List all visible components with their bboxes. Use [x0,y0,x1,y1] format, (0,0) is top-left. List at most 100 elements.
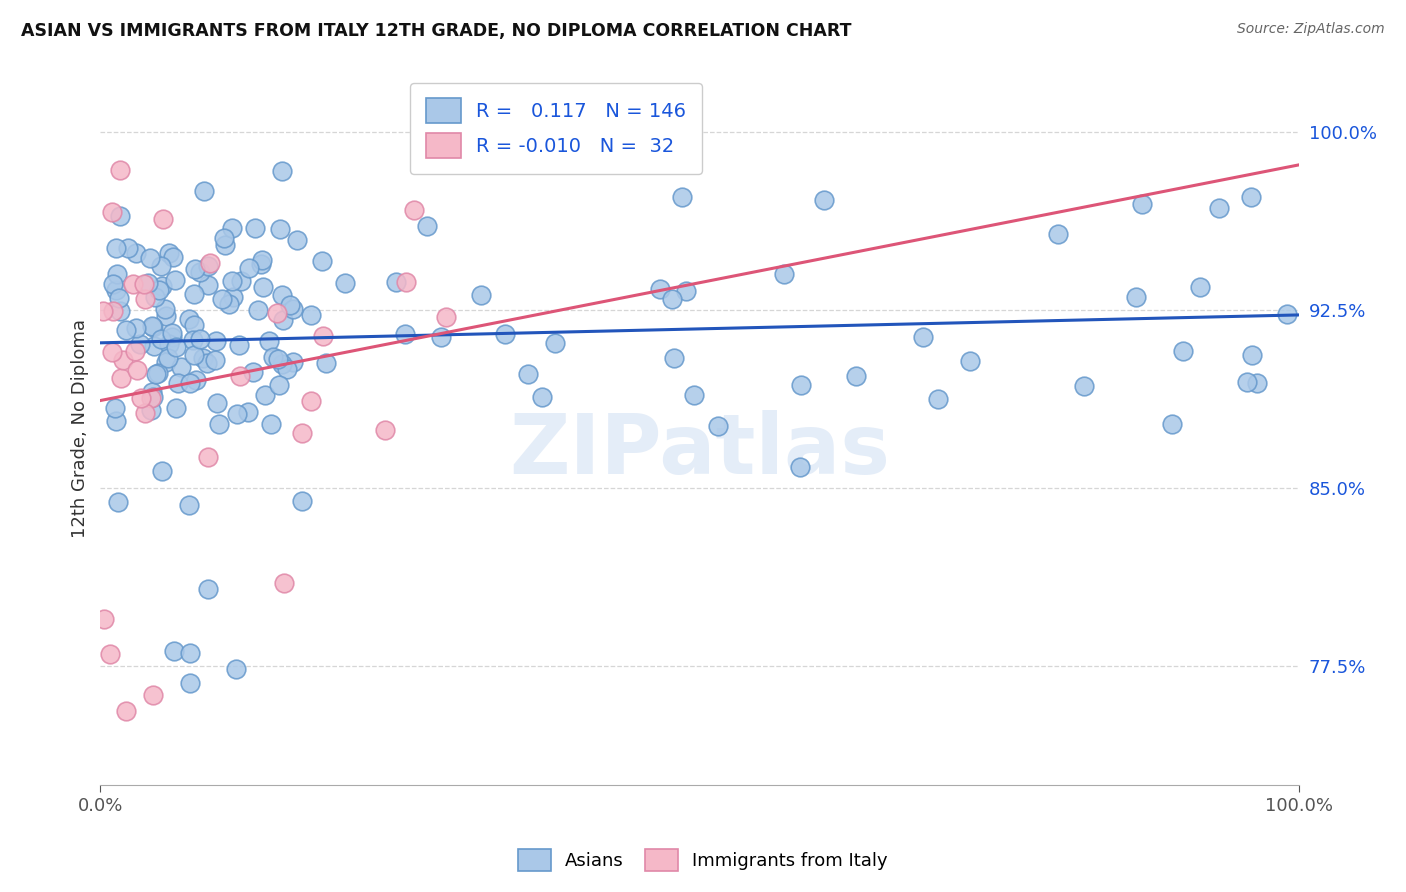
Point [183,348,205,362]
Point [790,378,813,392]
Point [125,363,148,377]
Point [141,403,163,417]
Point [250,252,273,267]
Text: Source: ZipAtlas.com: Source: ZipAtlas.com [1237,22,1385,37]
Point [273,576,295,591]
Point [179,376,201,391]
Point [91,304,114,318]
Point [315,356,337,370]
Point [134,406,156,420]
Point [143,339,166,353]
Point [270,164,292,178]
Point [266,306,288,320]
Point [139,252,162,266]
Point [1171,344,1194,359]
Point [214,238,236,252]
Point [789,460,811,475]
Point [117,241,139,255]
Point [186,373,208,387]
Point [707,419,730,434]
Point [195,356,218,370]
Point [544,336,567,351]
Point [221,290,243,304]
Point [179,675,201,690]
Y-axis label: 12th Grade, No Diploma: 12th Grade, No Diploma [72,319,89,539]
Point [434,310,457,325]
Point [167,376,190,391]
Point [927,392,949,406]
Point [145,367,167,381]
Point [212,231,235,245]
Point [283,355,305,369]
Point [1208,201,1230,215]
Point [165,339,187,353]
Point [165,401,187,415]
Point [141,385,163,400]
Point [772,267,794,281]
Point [1236,375,1258,389]
Point [105,283,128,297]
Point [1161,417,1184,431]
Point [204,334,226,348]
Point [105,240,128,254]
Point [101,205,124,219]
Point [108,163,131,178]
Point [494,327,516,342]
Point [211,293,233,307]
Point [108,292,131,306]
Point [267,378,290,392]
Point [121,277,143,291]
Point [415,219,437,233]
Point [184,262,207,277]
Point [115,704,138,718]
Point [142,320,165,334]
Point [183,287,205,301]
Point [207,417,229,431]
Point [150,332,173,346]
Point [124,344,146,359]
Point [153,301,176,316]
Point [299,394,322,409]
Point [225,662,247,676]
Point [197,260,219,274]
Point [311,253,333,268]
Point [163,273,186,287]
Point [193,351,215,365]
Point [257,334,280,348]
Point [134,293,156,307]
Point [139,391,162,405]
Point [1188,280,1211,294]
Point [170,359,193,374]
Point [290,425,312,440]
Point [129,336,152,351]
Text: ZIPatlas: ZIPatlas [509,409,890,491]
Point [374,423,396,437]
Point [250,257,273,271]
Point [531,390,554,404]
Point [1130,196,1153,211]
Point [661,292,683,306]
Point [163,644,186,658]
Point [93,612,115,626]
Point [1275,307,1298,321]
Point [1241,348,1264,362]
Point [157,337,180,351]
Point [207,395,229,409]
Point [188,265,211,279]
Point [959,354,981,368]
Point [108,210,131,224]
Point [101,277,124,292]
Point [1240,189,1263,203]
Point [395,275,418,289]
Point [142,688,165,702]
Point [253,387,276,401]
Point [1125,290,1147,304]
Point [228,369,250,384]
Point [238,261,260,276]
Point [188,332,211,346]
Point [104,401,127,415]
Point [204,352,226,367]
Point [155,355,177,369]
Point [394,327,416,342]
Point [648,282,671,296]
